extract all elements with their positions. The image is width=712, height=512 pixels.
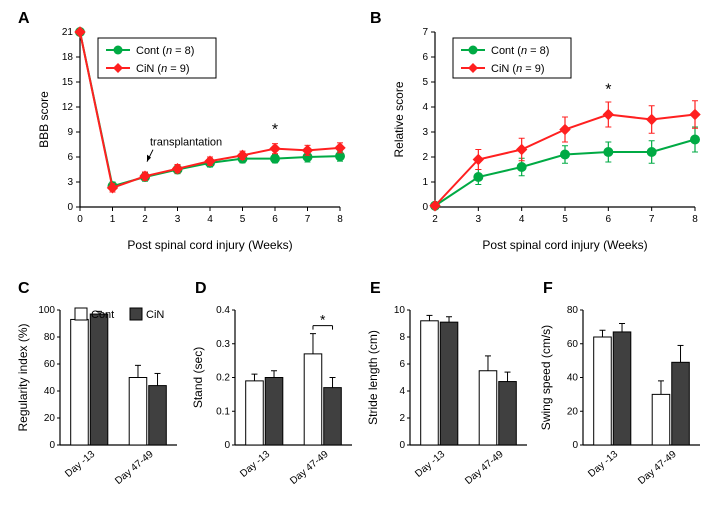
svg-text:3: 3: [476, 214, 482, 225]
svg-text:12: 12: [62, 102, 74, 113]
svg-text:0.1: 0.1: [216, 406, 230, 417]
svg-text:60: 60: [44, 359, 56, 370]
svg-text:5: 5: [562, 214, 568, 225]
svg-text:4: 4: [422, 102, 428, 113]
svg-text:0.3: 0.3: [216, 339, 230, 350]
svg-text:40: 40: [44, 386, 56, 397]
svg-text:0: 0: [572, 440, 578, 451]
svg-text:Relative score: Relative score: [392, 81, 406, 157]
svg-text:CiN: CiN: [146, 309, 164, 321]
svg-text:6: 6: [422, 52, 428, 63]
svg-text:Stride length (cm): Stride length (cm): [366, 330, 380, 425]
chart-f: 0 20 40 60 80 Swing speed (cm/s) Day -13 Day 47…: [538, 290, 708, 500]
svg-text:2: 2: [399, 413, 405, 424]
svg-text:4: 4: [519, 214, 525, 225]
svg-text:6: 6: [272, 214, 278, 225]
svg-text:Day 47-49: Day 47-49: [288, 449, 331, 487]
svg-text:10: 10: [394, 305, 406, 316]
svg-text:21: 21: [62, 27, 74, 38]
chart-a: 036912151821012345678Post spinal cord in…: [30, 20, 350, 255]
svg-text:20: 20: [44, 413, 56, 424]
svg-text:3: 3: [67, 177, 73, 188]
svg-text:4: 4: [399, 386, 405, 397]
svg-text:Day -13: Day -13: [586, 449, 620, 480]
svg-text:4: 4: [207, 214, 213, 225]
svg-text:Day -13: Day -13: [63, 449, 97, 480]
svg-text:Regularity index (%): Regularity index (%): [16, 323, 30, 431]
svg-text:2: 2: [422, 152, 428, 163]
svg-text:Cont: Cont: [91, 309, 114, 321]
svg-text:Day 47-49: Day 47-49: [113, 449, 156, 487]
svg-text:80: 80: [567, 305, 579, 316]
chart-d: 0 0.1 0.2 0.3 0.4 Stand (sec) Day -13 Day 47-49…: [190, 290, 360, 500]
svg-text:1: 1: [422, 177, 428, 188]
svg-text:0.4: 0.4: [216, 305, 230, 316]
svg-text:3: 3: [422, 127, 428, 138]
svg-text:Day 47-49: Day 47-49: [636, 449, 679, 487]
svg-text:*: *: [272, 122, 278, 139]
chart-e: 0 2 4 6 8 10 Stride length (cm) Day -13 Day 47-4…: [365, 290, 535, 500]
svg-text:CiN (n = 9): CiN (n = 9): [491, 63, 545, 75]
svg-text:7: 7: [422, 27, 428, 38]
svg-text:Cont (n = 8): Cont (n = 8): [136, 45, 194, 57]
svg-text:6: 6: [399, 359, 405, 370]
chart-b: 0 1 2 3 4 5 6 7 2 3 4 5 6 7 8 Post spinal cord injury (…: [385, 20, 705, 255]
svg-text:Post spinal cord injury (Weeks: Post spinal cord injury (Weeks): [127, 238, 292, 252]
svg-text:0: 0: [49, 440, 55, 451]
svg-text:Day 47-49: Day 47-49: [463, 449, 506, 487]
svg-text:0.2: 0.2: [216, 373, 230, 384]
svg-text:transplantation: transplantation: [150, 137, 222, 149]
svg-text:3: 3: [175, 214, 181, 225]
svg-text:Stand (sec): Stand (sec): [191, 347, 205, 408]
svg-text:Post spinal cord injury (Weeks: Post spinal cord injury (Weeks): [482, 238, 647, 252]
svg-text:20: 20: [567, 406, 579, 417]
panel-label-b: B: [370, 10, 382, 28]
svg-text:9: 9: [67, 127, 73, 138]
svg-text:0: 0: [224, 440, 230, 451]
svg-text:5: 5: [240, 214, 246, 225]
svg-text:5: 5: [422, 77, 428, 88]
svg-text:Cont (n = 8): Cont (n = 8): [491, 45, 549, 57]
svg-text:2: 2: [142, 214, 148, 225]
svg-text:7: 7: [305, 214, 311, 225]
svg-text:7: 7: [649, 214, 655, 225]
chart-c: 0 20 40 60 80 100 Regularity index (%) Day -13 D…: [15, 290, 185, 500]
svg-text:0: 0: [399, 440, 405, 451]
svg-text:Day -13: Day -13: [413, 449, 447, 480]
svg-text:2: 2: [432, 214, 438, 225]
svg-text:8: 8: [692, 214, 698, 225]
svg-text:0: 0: [67, 202, 73, 213]
svg-text:1: 1: [110, 214, 116, 225]
svg-text:6: 6: [67, 152, 73, 163]
svg-text:40: 40: [567, 373, 579, 384]
svg-text:*: *: [605, 82, 611, 99]
svg-text:100: 100: [38, 305, 55, 316]
panel-label-a: A: [18, 10, 30, 28]
svg-text:8: 8: [337, 214, 343, 225]
svg-text:60: 60: [567, 339, 579, 350]
svg-text:BBB score: BBB score: [37, 91, 51, 148]
svg-text:18: 18: [62, 52, 74, 63]
svg-text:Swing speed (cm/s): Swing speed (cm/s): [539, 325, 553, 430]
svg-text:CiN (n = 9): CiN (n = 9): [136, 63, 190, 75]
svg-text:8: 8: [399, 332, 405, 343]
svg-text:15: 15: [62, 77, 74, 88]
svg-text:0: 0: [77, 214, 83, 225]
svg-text:*: *: [320, 312, 326, 328]
svg-text:0: 0: [422, 202, 428, 213]
svg-text:80: 80: [44, 332, 56, 343]
svg-text:6: 6: [606, 214, 612, 225]
svg-text:Day -13: Day -13: [238, 449, 272, 480]
